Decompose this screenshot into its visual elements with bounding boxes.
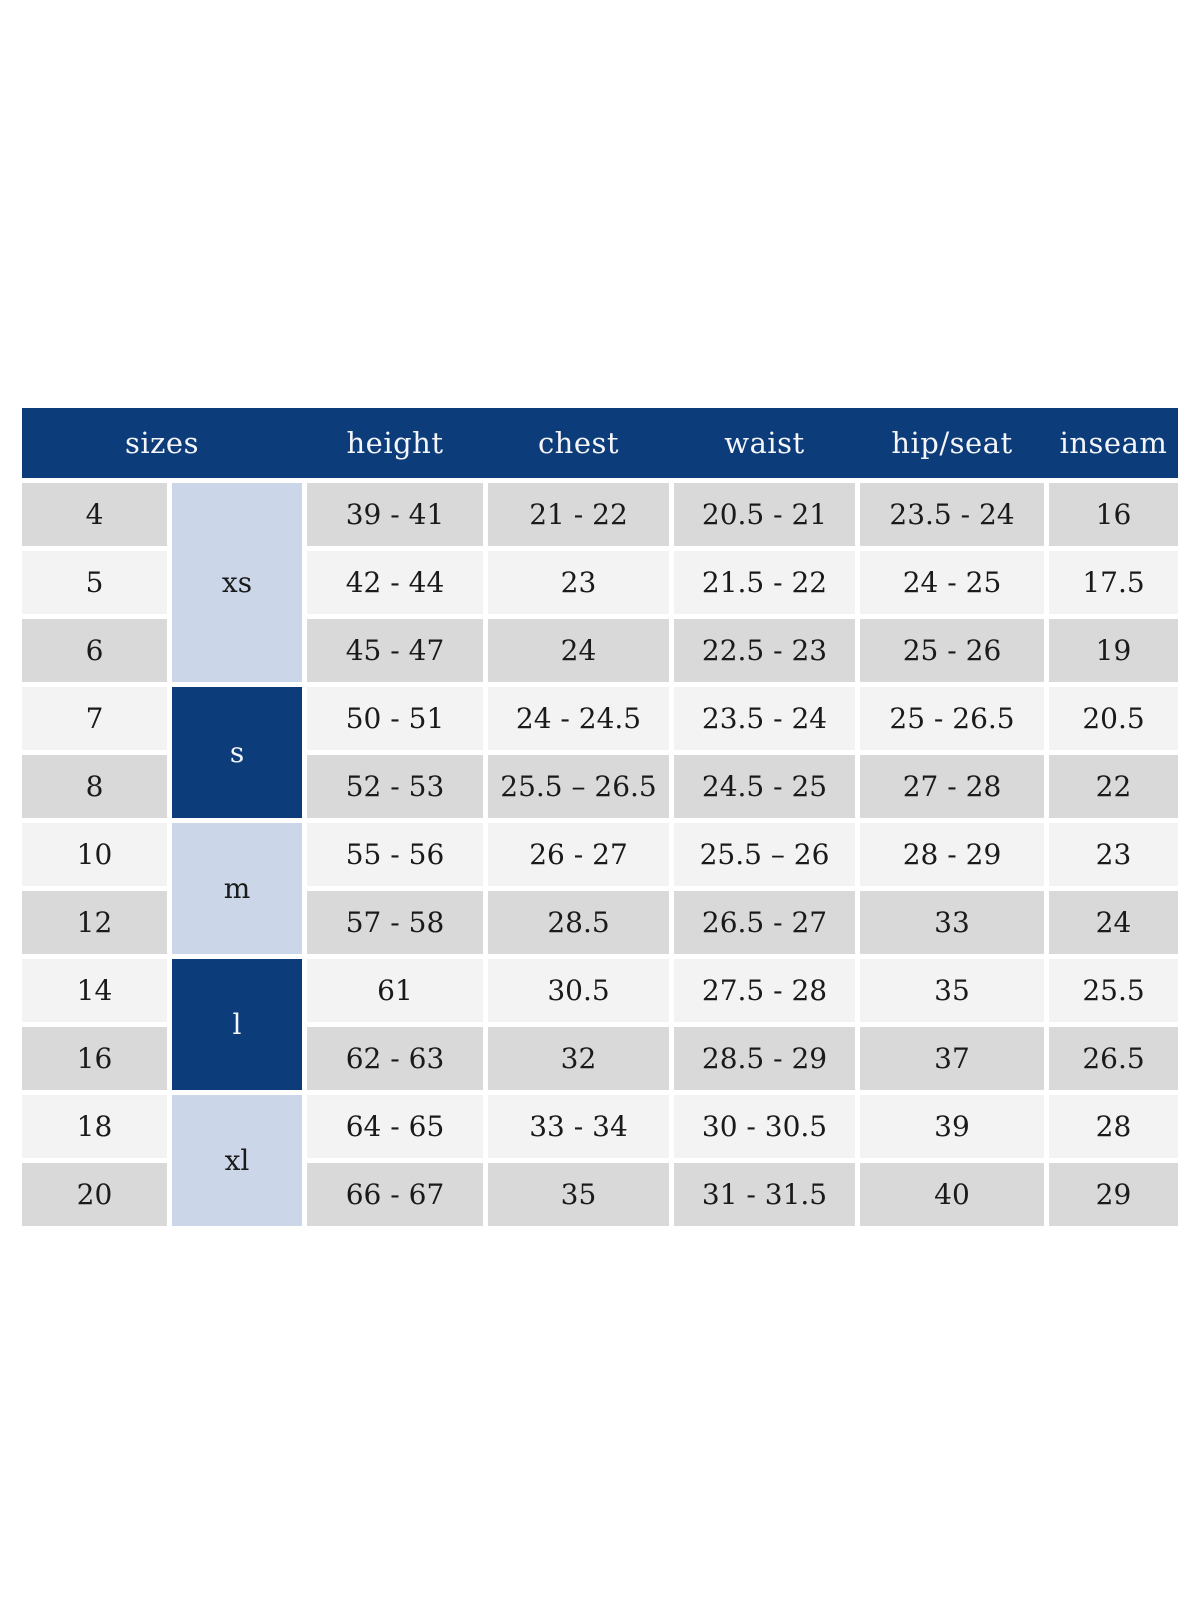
- size-cell: 7: [22, 687, 167, 750]
- data-cell: 26.5 - 27: [674, 891, 855, 954]
- data-cell: 22: [1049, 755, 1178, 818]
- data-cell: 24 - 24.5: [488, 687, 669, 750]
- data-cell: 20.5: [1049, 687, 1178, 750]
- data-cell: 28: [1049, 1095, 1178, 1158]
- size-cell: 18: [22, 1095, 167, 1158]
- data-cell: 42 - 44: [307, 551, 483, 614]
- data-cell: 37: [860, 1027, 1044, 1090]
- data-cell: 45 - 47: [307, 619, 483, 682]
- data-cell: 31 - 31.5: [674, 1163, 855, 1226]
- data-cell: 26.5: [1049, 1027, 1178, 1090]
- data-cell: 23.5 - 24: [674, 687, 855, 750]
- data-cell: 25.5 – 26: [674, 823, 855, 886]
- data-cell: 26 - 27: [488, 823, 669, 886]
- data-cell: 24: [1049, 891, 1178, 954]
- size-cell: 12: [22, 891, 167, 954]
- data-cell: 21 - 22: [488, 483, 669, 546]
- data-cell: 23: [488, 551, 669, 614]
- size-cell: 5: [22, 551, 167, 614]
- size-group-cell-l: l: [172, 959, 302, 1090]
- data-cell: 61: [307, 959, 483, 1022]
- size-group-cell-s: s: [172, 687, 302, 818]
- data-cell: 30 - 30.5: [674, 1095, 855, 1158]
- data-cell: 20.5 - 21: [674, 483, 855, 546]
- header-inseam: inseam: [1059, 426, 1168, 460]
- data-cell: 24 - 25: [860, 551, 1044, 614]
- data-cell: 39 - 41: [307, 483, 483, 546]
- data-cell: 55 - 56: [307, 823, 483, 886]
- data-cell: 28.5 - 29: [674, 1027, 855, 1090]
- size-cell: 20: [22, 1163, 167, 1226]
- data-cell: 32: [488, 1027, 669, 1090]
- data-cell: 50 - 51: [307, 687, 483, 750]
- data-cell: 25.5 – 26.5: [488, 755, 669, 818]
- data-cell: 22.5 - 23: [674, 619, 855, 682]
- size-cell: 4: [22, 483, 167, 546]
- header-waist: waist: [724, 426, 805, 460]
- data-cell: 35: [488, 1163, 669, 1226]
- data-cell: 23: [1049, 823, 1178, 886]
- data-cell: 17.5: [1049, 551, 1178, 614]
- size-chart-table: sizes height chest waist hip/seat inseam…: [22, 408, 1178, 1226]
- size-cell: 6: [22, 619, 167, 682]
- data-cell: 33: [860, 891, 1044, 954]
- header-height: height: [346, 426, 444, 460]
- data-cell: 33 - 34: [488, 1095, 669, 1158]
- header-sizes: sizes: [125, 426, 199, 460]
- data-cell: 66 - 67: [307, 1163, 483, 1226]
- data-cell: 28 - 29: [860, 823, 1044, 886]
- data-cell: 57 - 58: [307, 891, 483, 954]
- data-cell: 62 - 63: [307, 1027, 483, 1090]
- size-cell: 10: [22, 823, 167, 886]
- size-cell: 8: [22, 755, 167, 818]
- data-cell: 25 - 26.5: [860, 687, 1044, 750]
- data-cell: 25.5: [1049, 959, 1178, 1022]
- data-cell: 39: [860, 1095, 1044, 1158]
- size-group-cell-m: m: [172, 823, 302, 954]
- size-cell: 14: [22, 959, 167, 1022]
- data-cell: 23.5 - 24: [860, 483, 1044, 546]
- data-cell: 21.5 - 22: [674, 551, 855, 614]
- size-cell: 16: [22, 1027, 167, 1090]
- size-group-cell-xl: xl: [172, 1095, 302, 1226]
- size-group-cell-xs: xs: [172, 483, 302, 682]
- header-chest: chest: [537, 426, 620, 460]
- data-cell: 52 - 53: [307, 755, 483, 818]
- data-cell: 24.5 - 25: [674, 755, 855, 818]
- data-cell: 29: [1049, 1163, 1178, 1226]
- data-cell: 27.5 - 28: [674, 959, 855, 1022]
- data-cell: 28.5: [488, 891, 669, 954]
- data-cell: 40: [860, 1163, 1044, 1226]
- data-cell: 30.5: [488, 959, 669, 1022]
- data-cell: 19: [1049, 619, 1178, 682]
- data-cell: 16: [1049, 483, 1178, 546]
- data-cell: 25 - 26: [860, 619, 1044, 682]
- data-cell: 24: [488, 619, 669, 682]
- data-cell: 35: [860, 959, 1044, 1022]
- table-header-row: sizes height chest waist hip/seat inseam: [22, 408, 1178, 478]
- data-cell: 27 - 28: [860, 755, 1044, 818]
- data-cell: 64 - 65: [307, 1095, 483, 1158]
- header-hip-seat: hip/seat: [891, 426, 1013, 460]
